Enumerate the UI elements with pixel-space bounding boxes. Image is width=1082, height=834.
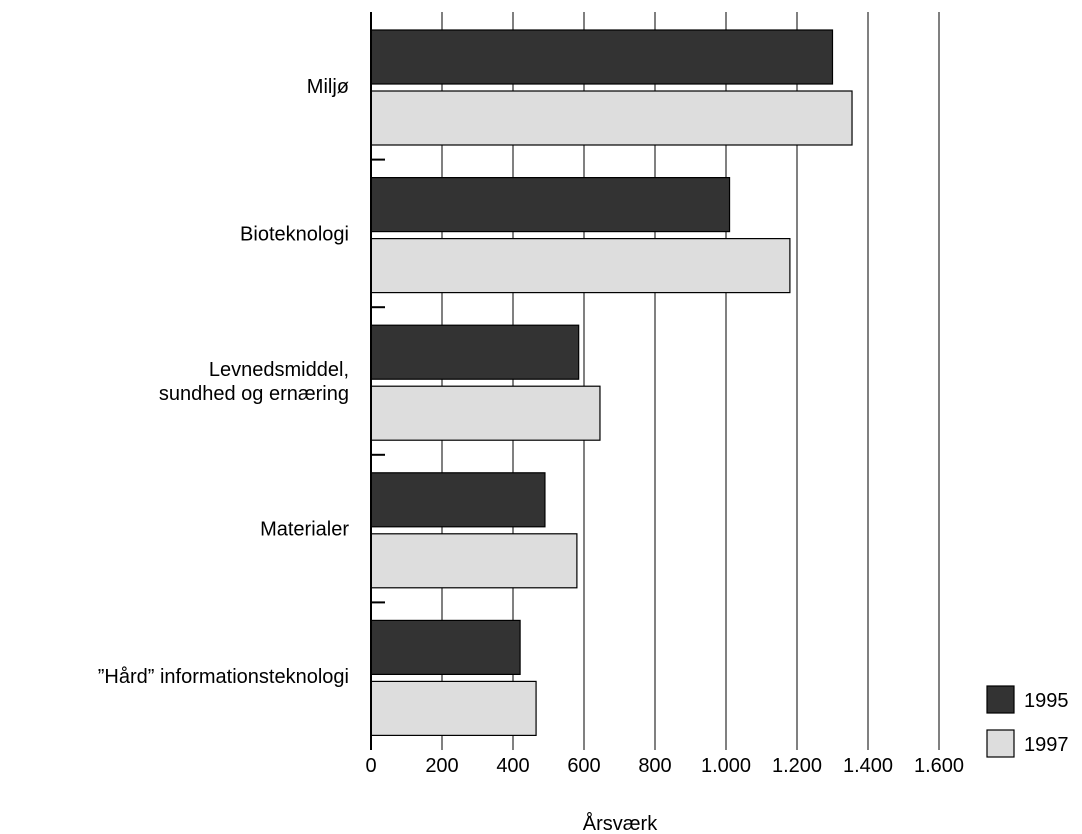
x-axis-title: Årsværk: [583, 812, 658, 834]
bar-1997: [370, 385, 601, 441]
category-label: Levnedsmiddel, sundhed og ernæring: [159, 359, 349, 405]
category-labels: Miljø Bioteknologi Levnedsmiddel, sundhed o…: [98, 76, 350, 688]
x-tick-label: 0: [365, 755, 376, 777]
x-tick-label: 1.600: [914, 755, 964, 777]
category-label: Materialer: [260, 519, 349, 541]
x-tick-labels: 0 200 400 600 800 1.000 1.200 1.400 1.600: [365, 755, 964, 777]
bar-1997: [370, 238, 791, 294]
x-tick-label: 400: [496, 755, 529, 777]
bar-1995: [370, 177, 731, 233]
x-tick-label: 200: [425, 755, 458, 777]
legend-swatch-1995: [986, 685, 1015, 714]
legend: 1995 1997: [986, 685, 1069, 758]
bars: [370, 29, 853, 737]
bar-1995: [370, 619, 521, 676]
bar-1997: [370, 90, 853, 146]
axes: [370, 12, 385, 750]
bar-1997: [370, 680, 537, 737]
category-label: Bioteknologi: [240, 223, 349, 245]
bar-1997: [370, 533, 578, 589]
bar-1995: [370, 472, 546, 528]
x-tick-label: 1.000: [701, 755, 751, 777]
bar-1995: [370, 29, 834, 85]
x-tick-label: 800: [638, 755, 671, 777]
x-tick-label: 600: [567, 755, 600, 777]
legend-label-1997: 1997: [1024, 734, 1069, 756]
x-tick-label: 1.200: [772, 755, 822, 777]
bar-1995: [370, 324, 580, 380]
x-tick-label: 1.400: [843, 755, 893, 777]
legend-swatch-1997: [986, 729, 1015, 758]
legend-label-1995: 1995: [1024, 690, 1069, 712]
category-label: Miljø: [307, 76, 349, 98]
category-label: ”Hård” informationsteknologi: [98, 666, 349, 688]
